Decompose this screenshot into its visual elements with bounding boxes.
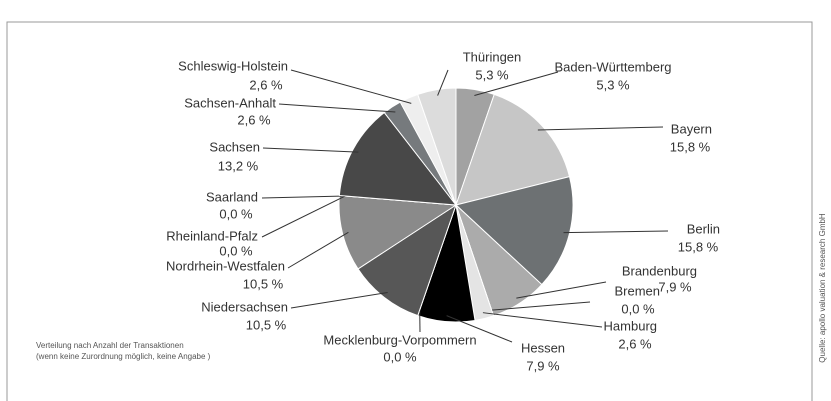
value-label: 15,8 %: [670, 139, 711, 154]
leader-line: [261, 195, 346, 199]
value-label: 13,2 %: [218, 158, 259, 173]
value-label: 2,6 %: [249, 77, 283, 92]
slice-label: Baden-Württemberg: [554, 59, 671, 74]
leader-line: [563, 230, 669, 234]
note: (wenn keine Zurordnung möglich, keine An…: [36, 352, 211, 361]
slice-label: Schleswig-Holstein: [178, 58, 288, 73]
leader-line: [290, 69, 412, 104]
leader-line: [491, 301, 591, 311]
value-label: 0,0 %: [219, 243, 253, 258]
value-label: 10,5 %: [246, 317, 287, 332]
pie-slice: [357, 203, 457, 317]
leader-line: [290, 291, 388, 309]
slice-label: Mecklenburg-Vorpommern: [323, 332, 476, 347]
slice-label: Nordrhein-Westfalen: [166, 258, 285, 273]
leader-line: [537, 126, 664, 131]
leader-line: [446, 315, 513, 343]
leader-line: [474, 71, 559, 97]
pie-slice: [455, 93, 571, 206]
leader-line: [262, 147, 359, 153]
slice-label: Bremen: [614, 283, 660, 298]
value-label: 15,8 %: [678, 239, 719, 254]
leader-line: [437, 69, 449, 96]
value-label: 2,6 %: [618, 336, 652, 351]
slice-label: Berlin: [687, 221, 720, 236]
source: Quelle: apollo valuation & research GmbH: [818, 213, 827, 363]
value-label: 2,6 %: [237, 112, 271, 127]
pie-slice: [417, 87, 457, 206]
leader-line: [287, 231, 349, 269]
slice-label: Saarland: [206, 189, 258, 204]
leader-line: [516, 281, 607, 299]
slice-label: Thüringen: [463, 49, 522, 64]
pie-slice: [338, 194, 458, 270]
value-label: 0,0 %: [383, 349, 417, 364]
slice-label: Brandenburg: [622, 263, 697, 278]
value-label: 10,5 %: [243, 276, 284, 291]
value-label: 7,9 %: [526, 358, 560, 373]
value-label: 0,0 %: [219, 206, 253, 221]
note: Verteilung nach Anzahl der Transaktionen: [36, 341, 184, 350]
leader-line: [261, 195, 346, 238]
slice-label: Bayern: [671, 121, 712, 136]
value-label: 5,3 %: [596, 77, 630, 92]
slice-label: Hamburg: [604, 318, 657, 333]
leader-line: [482, 312, 603, 328]
frame: [6, 21, 813, 401]
slice-label: Sachsen-Anhalt: [184, 95, 276, 110]
leader-line: [278, 103, 396, 113]
pie-slice: [338, 111, 458, 206]
value-label: 0,0 %: [621, 301, 655, 316]
slice-label: Niedersachsen: [201, 299, 288, 314]
pie-slice: [454, 176, 574, 286]
slice-label: Sachsen: [209, 139, 260, 154]
slice-label: Hessen: [521, 340, 565, 355]
value-label: 5,3 %: [475, 67, 509, 82]
value-label: 7,9 %: [658, 279, 692, 294]
slice-label: Rheinland-Pfalz: [166, 228, 258, 243]
